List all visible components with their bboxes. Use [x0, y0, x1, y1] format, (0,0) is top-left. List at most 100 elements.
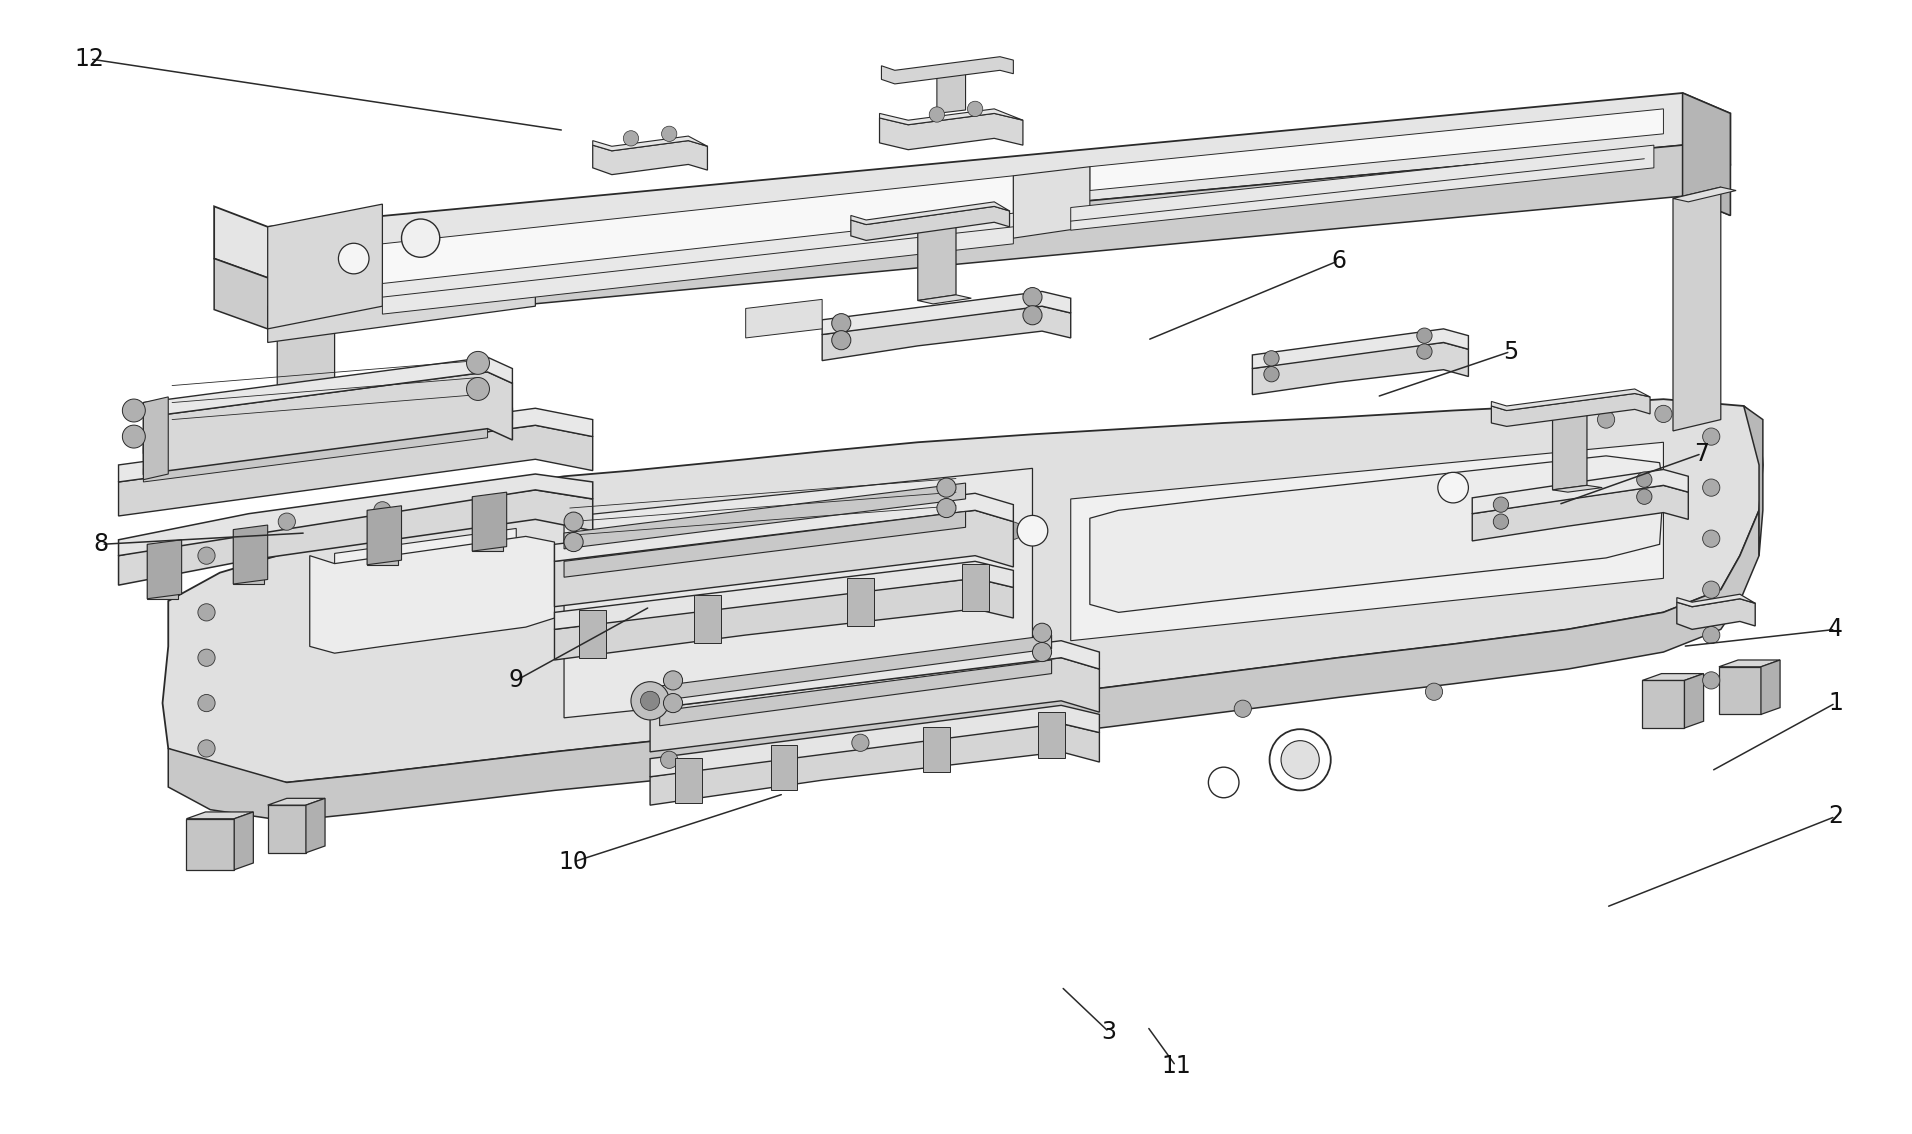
- Circle shape: [1493, 497, 1509, 513]
- Polygon shape: [1673, 187, 1721, 431]
- Polygon shape: [918, 221, 956, 301]
- Polygon shape: [1553, 406, 1587, 490]
- Polygon shape: [367, 510, 398, 565]
- Polygon shape: [771, 745, 797, 790]
- Circle shape: [1493, 514, 1509, 530]
- Circle shape: [199, 739, 214, 758]
- Polygon shape: [233, 812, 252, 870]
- Polygon shape: [880, 109, 1023, 125]
- Polygon shape: [650, 658, 1099, 752]
- Polygon shape: [1252, 329, 1468, 369]
- Polygon shape: [1090, 456, 1663, 612]
- Polygon shape: [822, 291, 1071, 335]
- Polygon shape: [277, 306, 354, 321]
- Polygon shape: [1673, 187, 1736, 202]
- Polygon shape: [214, 145, 1730, 329]
- Polygon shape: [233, 530, 264, 584]
- Circle shape: [660, 751, 677, 769]
- Polygon shape: [1683, 93, 1730, 215]
- Polygon shape: [1472, 469, 1688, 514]
- Polygon shape: [143, 399, 512, 454]
- Text: 5: 5: [1503, 339, 1518, 364]
- Polygon shape: [163, 399, 1763, 782]
- Polygon shape: [1642, 674, 1704, 680]
- Polygon shape: [554, 510, 1013, 607]
- Polygon shape: [579, 610, 606, 658]
- Circle shape: [851, 734, 868, 752]
- Polygon shape: [1472, 485, 1688, 541]
- Polygon shape: [268, 270, 535, 342]
- Polygon shape: [472, 497, 503, 551]
- Polygon shape: [650, 723, 1099, 805]
- Circle shape: [583, 618, 600, 636]
- Polygon shape: [143, 372, 512, 474]
- Polygon shape: [746, 299, 822, 338]
- Circle shape: [937, 479, 956, 497]
- Circle shape: [1264, 350, 1279, 366]
- Polygon shape: [880, 113, 1023, 150]
- Polygon shape: [1744, 406, 1763, 556]
- Circle shape: [564, 513, 583, 531]
- Polygon shape: [650, 641, 1099, 709]
- Text: 2: 2: [1828, 804, 1843, 829]
- Circle shape: [1281, 741, 1319, 779]
- Polygon shape: [306, 798, 325, 853]
- Text: 7: 7: [1694, 441, 1709, 466]
- Polygon shape: [1642, 680, 1684, 728]
- Circle shape: [1264, 366, 1279, 382]
- Circle shape: [199, 694, 214, 712]
- Circle shape: [1032, 643, 1052, 661]
- Polygon shape: [822, 306, 1071, 361]
- Polygon shape: [1491, 393, 1650, 426]
- Polygon shape: [268, 798, 325, 805]
- Circle shape: [1023, 288, 1042, 306]
- Polygon shape: [1038, 712, 1065, 758]
- Polygon shape: [660, 660, 1052, 726]
- Polygon shape: [962, 564, 989, 611]
- Polygon shape: [1491, 389, 1650, 411]
- Text: 6: 6: [1331, 248, 1346, 273]
- Polygon shape: [119, 490, 593, 585]
- Polygon shape: [851, 202, 1010, 225]
- Polygon shape: [1071, 442, 1663, 641]
- Text: 12: 12: [75, 46, 105, 71]
- Circle shape: [641, 692, 660, 710]
- Polygon shape: [1677, 594, 1755, 607]
- Polygon shape: [937, 68, 966, 113]
- Circle shape: [1023, 306, 1042, 324]
- Text: 9: 9: [509, 668, 524, 693]
- Polygon shape: [382, 176, 1013, 306]
- Polygon shape: [1684, 674, 1704, 728]
- Circle shape: [1004, 522, 1021, 540]
- Text: 3: 3: [1101, 1019, 1117, 1044]
- Circle shape: [1702, 428, 1719, 446]
- Polygon shape: [1252, 342, 1468, 395]
- Polygon shape: [310, 536, 554, 653]
- Polygon shape: [1677, 599, 1755, 629]
- Polygon shape: [382, 213, 1013, 314]
- Polygon shape: [554, 493, 1013, 561]
- Circle shape: [937, 499, 956, 517]
- Circle shape: [1702, 626, 1719, 644]
- Circle shape: [1702, 530, 1719, 548]
- Circle shape: [1042, 717, 1059, 735]
- Polygon shape: [851, 206, 1010, 240]
- Circle shape: [1032, 624, 1052, 642]
- Circle shape: [1017, 516, 1048, 545]
- Polygon shape: [143, 424, 488, 482]
- Polygon shape: [185, 819, 233, 870]
- Circle shape: [1702, 671, 1719, 689]
- Circle shape: [1702, 581, 1719, 599]
- Polygon shape: [119, 425, 593, 516]
- Polygon shape: [660, 635, 1052, 701]
- Circle shape: [1417, 344, 1432, 359]
- Polygon shape: [1719, 667, 1761, 714]
- Polygon shape: [564, 468, 1032, 718]
- Polygon shape: [881, 57, 1013, 84]
- Polygon shape: [564, 483, 966, 549]
- Circle shape: [832, 314, 851, 332]
- Text: 8: 8: [94, 532, 109, 557]
- Circle shape: [663, 694, 683, 712]
- Polygon shape: [694, 595, 721, 643]
- Polygon shape: [1013, 167, 1090, 238]
